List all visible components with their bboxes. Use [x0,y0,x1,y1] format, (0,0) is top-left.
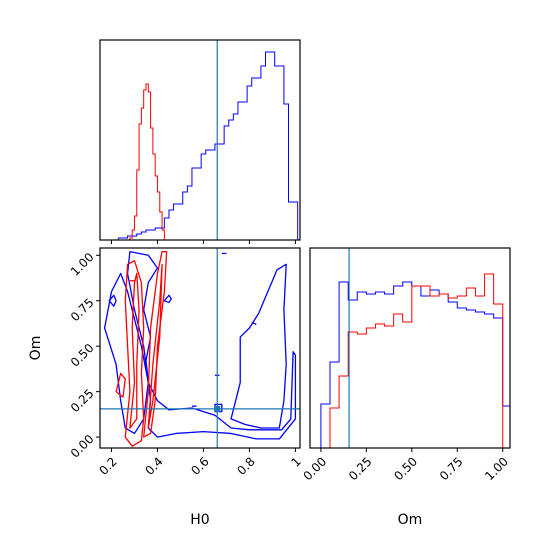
h0-histogram-panel [99,39,301,244]
contour-y-tick-group: 0.00 [68,432,97,461]
om-hist-frame [309,247,511,449]
om-axis-label-x: Om [398,512,423,528]
contour-y-tick-label: 0.50 [68,341,97,370]
h0-hist-series-1-step [127,83,167,240]
h0-hist-frame [99,39,301,241]
contour-x-tick-label: 0.2 [96,454,119,477]
om-hist-x-tick-label: 0.50 [391,454,420,483]
h0-hist-series-group [100,51,299,240]
om-axis-label-group: Om [28,336,44,361]
contour-x-tick-label: 0.4 [142,454,165,477]
om-hist-series-1-step [320,273,504,448]
om-axis-label-y: Om [28,336,44,361]
contour-0 [126,250,297,440]
contour-x-tick-label: 1 [288,454,303,469]
contour-4 [163,294,172,304]
contour-y-tick-label: 1.00 [68,250,97,279]
om-hist-x-tick-group: 0.00 [300,454,329,483]
om-hist-x-tick-label: 0.75 [437,454,466,483]
om-hist-x-tick-label: 0.25 [346,454,375,483]
contour-6 [251,321,257,325]
om-hist-x-tick-label: 0.00 [300,454,329,483]
contour-3 [108,294,117,307]
om-hist-x-tick-group: 0.50 [391,454,420,483]
contour-10 [124,260,145,447]
contour-x-tick-group: 1 [288,454,303,469]
om-hist-x-tick-group: 0.75 [437,454,466,483]
h0-om-contour-panel: 0.2 0.4 0.6 0.8 1 0.00 0.25 0.50 0.75 1.00 H0 Om [28,247,304,528]
contour-1 [230,263,287,429]
contour-13 [147,263,163,429]
contour-lines-group [100,248,300,448]
contour-x-tick-group: 0.6 [188,454,211,477]
contour-truth-marker [214,405,221,412]
contour-14 [115,372,126,398]
om-hist-series-group [320,273,510,448]
contour-y-tick-group: 0.25 [68,386,97,415]
contour-x-tick-label: 0.6 [188,454,211,477]
h0-hist-series-0-step [100,51,299,240]
contour-y-tick-label: 0.00 [68,432,97,461]
om-hist-x-tick-group: 1.00 [482,454,511,483]
contour-y-tick-label: 0.75 [68,295,97,324]
contour-x-tick-group: 0.2 [96,454,119,477]
h0-axis-label: H0 [190,512,209,528]
om-histogram-panel: 0.00 0.25 0.50 0.75 1.00 Om [300,247,511,528]
contour-x-tick-label: 0.8 [234,454,257,477]
contour-x-tick-group: 0.8 [234,454,257,477]
contour-y-tick-group: 1.00 [68,250,97,279]
contour-11 [129,272,140,429]
om-hist-x-tick-group: 0.25 [346,454,375,483]
om-hist-x-tick-label: 1.00 [482,454,511,483]
contour-frame [99,247,301,449]
contour-12 [143,250,168,438]
contour-y-tick-label: 0.25 [68,386,97,415]
contour-y-tick-group: 0.75 [68,295,97,324]
contour-y-tick-group: 0.50 [68,341,97,370]
contour-x-tick-group: 0.4 [142,454,165,477]
